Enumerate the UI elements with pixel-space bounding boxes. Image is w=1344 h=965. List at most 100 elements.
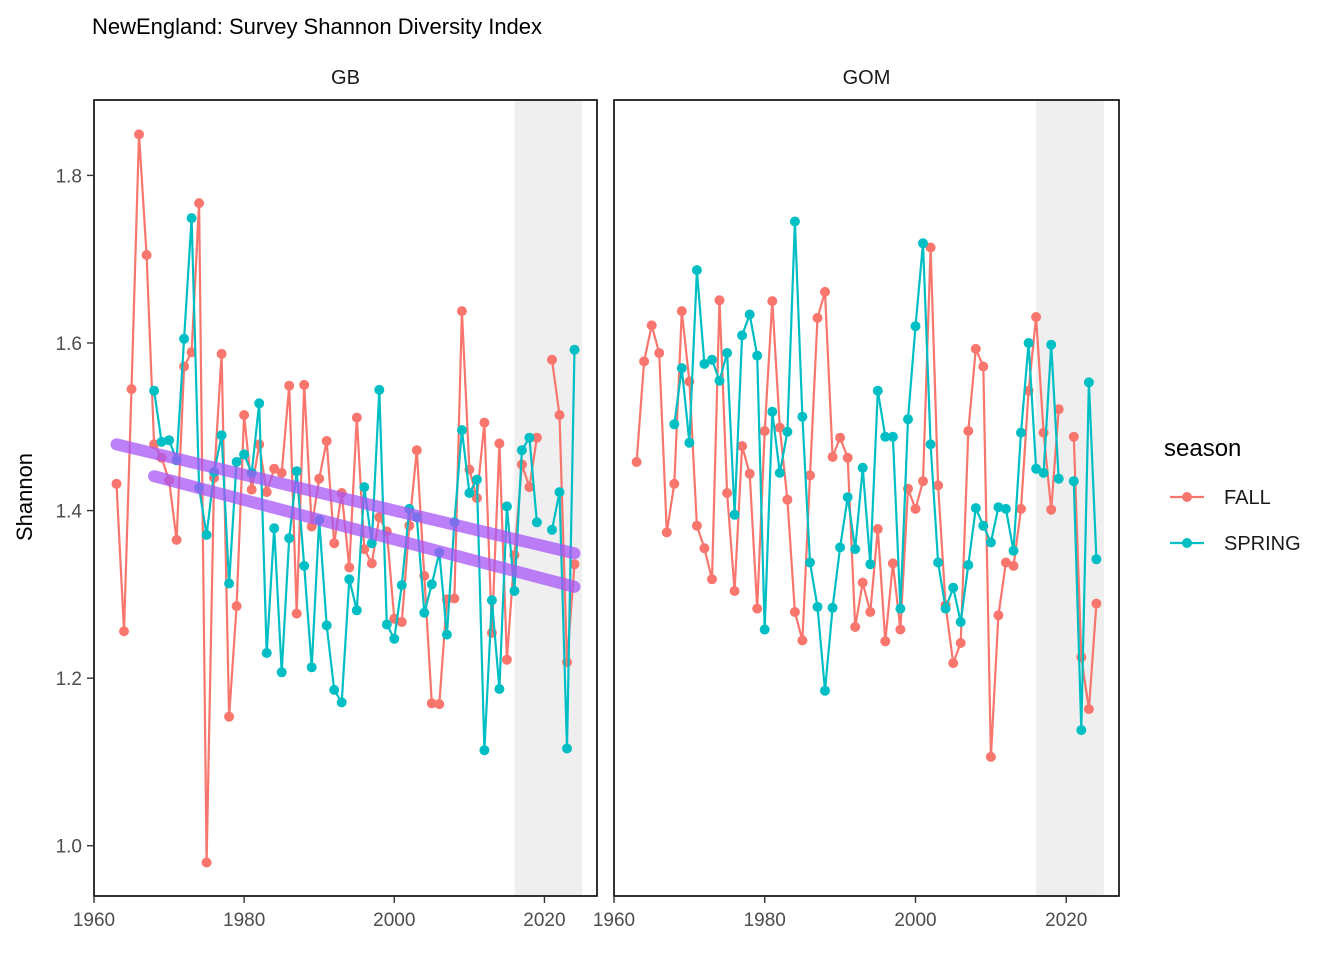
data-point: [231, 457, 242, 467]
data-point: [141, 250, 152, 260]
data-point: [857, 577, 868, 588]
data-point: [767, 296, 778, 307]
data-point: [842, 452, 853, 463]
data-point: [239, 410, 250, 420]
data-point: [865, 559, 876, 570]
data-point: [344, 562, 355, 573]
data-point: [933, 557, 944, 568]
data-point: [1076, 725, 1087, 736]
data-point: [547, 524, 557, 535]
data-point: [895, 603, 906, 614]
data-point: [336, 697, 347, 708]
data-point: [1068, 476, 1079, 487]
data-point: [456, 425, 467, 436]
data-point: [396, 580, 407, 591]
data-point: [216, 348, 227, 359]
data-point: [291, 466, 302, 477]
data-point: [426, 698, 437, 709]
data-point: [669, 419, 680, 430]
data-point: [1038, 467, 1049, 478]
data-point: [396, 617, 407, 627]
data-point: [752, 603, 763, 614]
data-point: [646, 320, 657, 331]
data-point: [752, 350, 763, 361]
data-point: [216, 430, 227, 441]
data-point: [676, 306, 687, 317]
data-point: [887, 558, 898, 569]
data-point: [812, 312, 823, 323]
legend-label: FALL: [1224, 487, 1271, 509]
data-point: [729, 509, 740, 520]
data-point: [910, 503, 921, 514]
series-line: [1072, 436, 1098, 710]
data-point: [186, 347, 197, 358]
x-tick-label: 1960: [593, 910, 635, 931]
data-point: [835, 432, 846, 443]
data-point: [321, 620, 332, 631]
data-point: [1031, 312, 1042, 322]
data-point: [978, 520, 989, 531]
data-point: [774, 467, 785, 478]
legend-label: SPRING: [1224, 533, 1301, 555]
data-point: [805, 557, 815, 568]
y-tick-label: 1.6: [56, 334, 82, 355]
data-point: [1076, 652, 1087, 663]
data-point: [865, 607, 876, 617]
data-point: [820, 685, 830, 696]
data-point: [789, 216, 800, 227]
data-point: [805, 470, 815, 481]
data-point: [722, 348, 733, 358]
data-point: [329, 684, 340, 695]
data-point: [827, 602, 838, 613]
data-point: [850, 622, 861, 632]
data-point: [744, 468, 755, 479]
data-point: [419, 607, 430, 618]
data-point: [812, 601, 823, 612]
trend-line: [110, 438, 581, 560]
data-point: [411, 445, 422, 456]
data-point: [351, 412, 362, 423]
data-point: [171, 534, 182, 545]
data-point: [134, 129, 144, 140]
data-point: [948, 658, 959, 669]
data-point: [554, 487, 565, 498]
data-point: [164, 435, 175, 446]
data-point: [569, 344, 580, 355]
trend-line: [148, 470, 581, 593]
data-point: [524, 482, 535, 493]
data-point: [820, 286, 830, 297]
data-point: [456, 306, 467, 317]
data-point: [449, 593, 460, 604]
data-point: [789, 607, 800, 617]
data-point: [691, 265, 702, 276]
data-point: [955, 638, 966, 648]
data-point: [156, 436, 167, 447]
data-point: [389, 633, 400, 644]
data-point: [201, 529, 212, 540]
data-point: [531, 517, 542, 528]
data-point: [782, 426, 793, 437]
legend-entry-spring: SPRING: [1170, 533, 1301, 555]
series-spring: [669, 216, 1102, 736]
data-point: [284, 533, 295, 544]
data-point: [933, 480, 944, 491]
data-point: [269, 523, 280, 534]
y-tick-label: 1.2: [56, 669, 82, 690]
data-point: [366, 558, 377, 569]
data-point: [329, 538, 340, 549]
data-point: [827, 451, 838, 462]
data-point: [970, 343, 981, 354]
data-point: [707, 574, 717, 585]
data-point: [737, 441, 748, 452]
y-tick-label: 1.8: [56, 166, 82, 187]
data-point: [1023, 338, 1034, 348]
data-point: [970, 503, 981, 514]
data-point: [524, 432, 535, 443]
series-line: [1072, 382, 1098, 731]
data-point: [486, 595, 497, 606]
data-point: [554, 410, 565, 420]
data-point: [767, 406, 778, 417]
data-point: [179, 333, 190, 344]
data-point: [1083, 704, 1094, 715]
